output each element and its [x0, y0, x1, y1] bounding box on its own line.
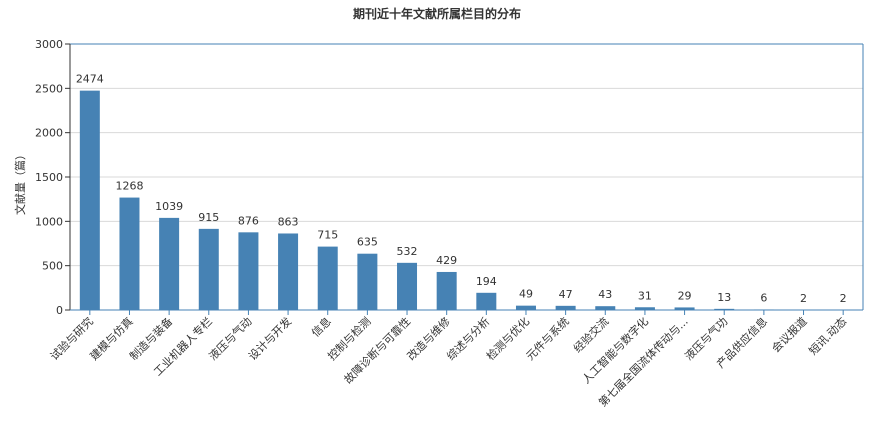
data-label: 715 — [317, 229, 338, 242]
data-label: 1268 — [115, 180, 143, 193]
bar — [198, 228, 219, 310]
y-tick-label: 2500 — [35, 82, 63, 95]
y-tick-label: 3000 — [35, 38, 63, 51]
bar — [634, 307, 655, 310]
x-tick-label: 设计与开发 — [245, 314, 294, 363]
x-tick-label: 短讯.动态 — [806, 314, 849, 357]
bars — [79, 90, 854, 311]
labels: 0500100015002000250030002474试验与研究1268建模与… — [35, 38, 849, 409]
data-label: 194 — [476, 275, 497, 288]
data-label: 49 — [519, 288, 533, 301]
bar — [238, 232, 259, 310]
y-tick-label: 1500 — [35, 171, 63, 184]
x-tick-label: 人工智能与数字化 — [579, 314, 651, 386]
bar — [555, 305, 576, 310]
y-tick-label: 2000 — [35, 127, 63, 140]
y-tick-label: 1000 — [35, 215, 63, 228]
x-tick-label: 元件与系统 — [524, 315, 572, 363]
data-label: 863 — [278, 215, 299, 228]
bar — [436, 271, 457, 310]
data-label: 635 — [357, 236, 378, 249]
bar — [278, 233, 299, 310]
data-label: 31 — [638, 289, 652, 302]
bar — [595, 306, 616, 310]
x-tick-label: 经验交流 — [570, 314, 611, 355]
bar — [515, 305, 536, 310]
data-label: 532 — [397, 245, 418, 258]
data-label: 2 — [800, 292, 807, 305]
gridlines — [70, 87, 863, 267]
bar — [317, 246, 338, 310]
data-label: 29 — [678, 289, 692, 302]
x-tick-label: 故障诊断与可靠性 — [341, 314, 413, 386]
bar — [714, 308, 735, 310]
axes — [65, 43, 864, 315]
chart-title: 期刊近十年文献所属栏目的分布 — [353, 6, 521, 21]
bar — [119, 197, 140, 310]
data-label: 1039 — [155, 200, 183, 213]
bar — [476, 292, 497, 310]
data-label: 2474 — [76, 73, 104, 86]
y-axis-label: 文献量（篇） — [13, 149, 27, 215]
bar — [79, 90, 100, 310]
bar — [357, 253, 378, 310]
data-label: 2 — [840, 292, 847, 305]
bar — [674, 307, 695, 310]
bar — [159, 217, 180, 310]
data-label: 915 — [198, 211, 219, 224]
data-label: 43 — [598, 288, 612, 301]
y-tick-label: 500 — [42, 260, 63, 273]
x-tick-label: 信息 — [308, 314, 333, 339]
data-label: 6 — [760, 291, 767, 304]
data-label: 876 — [238, 214, 259, 227]
data-label: 429 — [436, 254, 457, 267]
data-label: 47 — [559, 288, 573, 301]
bar — [397, 262, 418, 310]
x-tick-label: 会议报道 — [769, 314, 810, 355]
y-tick-label: 0 — [56, 304, 63, 317]
data-label: 13 — [717, 291, 731, 304]
